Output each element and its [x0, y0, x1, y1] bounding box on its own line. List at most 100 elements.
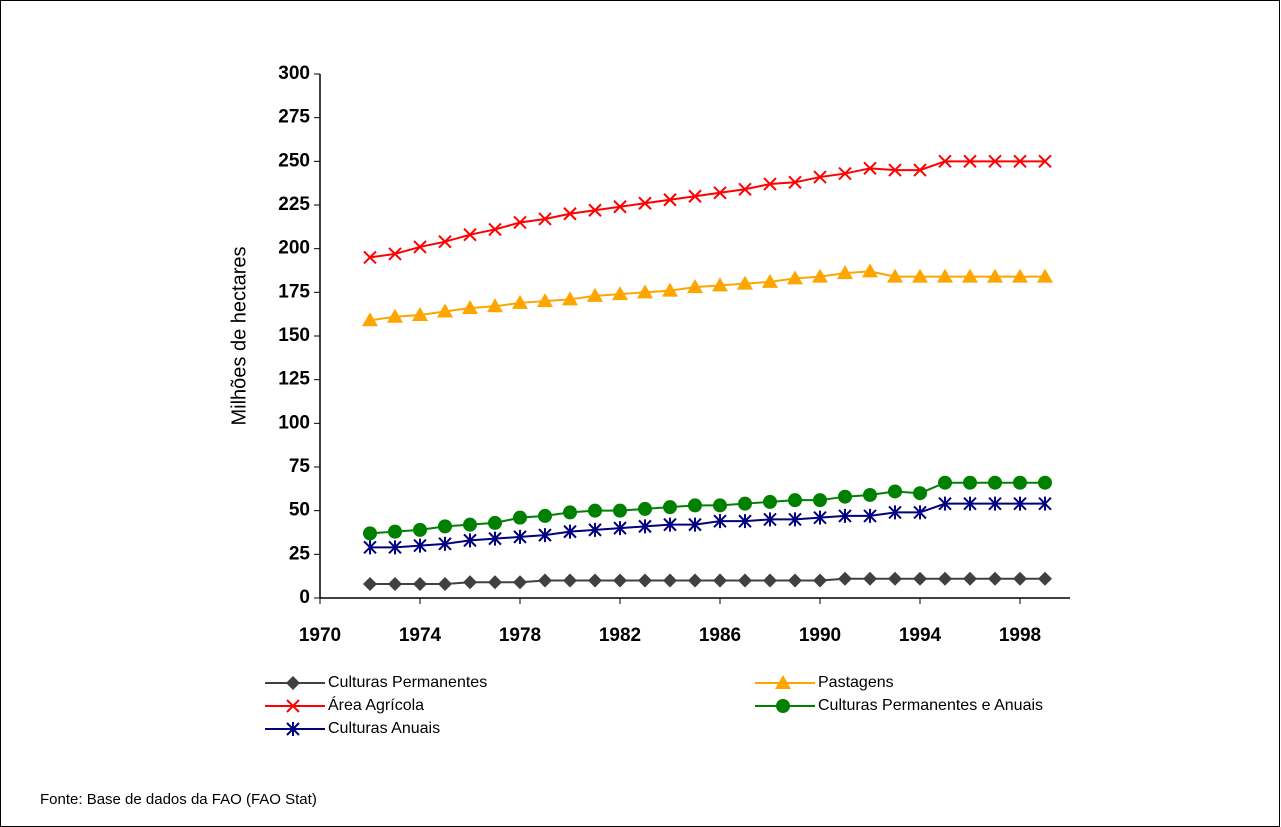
marker — [938, 475, 952, 490]
marker — [963, 571, 977, 586]
x-tick-label: 1982 — [599, 625, 641, 646]
marker — [888, 484, 902, 499]
marker — [1012, 268, 1028, 283]
marker — [363, 540, 377, 555]
marker — [663, 500, 677, 515]
marker — [812, 268, 828, 283]
marker — [613, 503, 627, 518]
marker — [638, 573, 652, 588]
marker — [863, 161, 877, 176]
marker — [962, 268, 978, 283]
legend-label: Área Agrícola — [328, 695, 424, 714]
legend-label: Pastagens — [818, 674, 894, 691]
marker — [888, 163, 902, 177]
marker — [538, 212, 552, 226]
marker — [688, 517, 702, 532]
marker — [663, 517, 677, 532]
marker — [463, 575, 477, 590]
marker — [713, 514, 727, 529]
marker — [563, 524, 577, 539]
marker — [776, 699, 790, 713]
marker — [387, 308, 403, 323]
marker — [1013, 571, 1027, 586]
marker — [938, 496, 952, 511]
marker — [513, 529, 527, 544]
x-tick-label: 1990 — [799, 625, 841, 646]
marker — [488, 515, 502, 530]
marker — [413, 522, 427, 537]
marker — [488, 575, 502, 590]
y-tick-label: 175 — [278, 281, 310, 302]
marker — [1038, 571, 1052, 586]
marker — [488, 531, 502, 546]
marker — [938, 571, 952, 586]
marker — [563, 573, 577, 588]
marker — [587, 287, 603, 302]
marker — [713, 498, 727, 513]
marker — [838, 166, 852, 181]
marker — [463, 533, 477, 548]
x-tick-label: 1998 — [999, 625, 1041, 646]
legend-label: Culturas Permanentes e Anuais — [818, 697, 1043, 714]
marker — [562, 291, 578, 306]
marker — [913, 486, 927, 501]
marker — [1013, 154, 1027, 169]
marker — [363, 577, 377, 592]
marker — [988, 475, 1002, 490]
y-tick-label: 300 — [278, 63, 310, 84]
x-tick-label: 1974 — [399, 625, 442, 646]
marker — [388, 577, 402, 592]
marker — [437, 303, 453, 318]
series-line — [369, 270, 1045, 322]
marker — [463, 227, 477, 242]
marker — [763, 494, 777, 509]
marker — [538, 573, 552, 588]
marker — [863, 487, 877, 502]
y-tick-label: 225 — [278, 194, 310, 215]
marker — [638, 196, 652, 210]
marker — [463, 517, 477, 532]
marker — [763, 512, 777, 527]
marker — [712, 277, 728, 292]
y-tick-label: 0 — [299, 587, 310, 608]
marker — [612, 286, 628, 301]
marker — [913, 505, 927, 520]
marker — [737, 275, 753, 290]
marker — [688, 498, 702, 513]
marker — [863, 508, 877, 523]
marker — [862, 263, 878, 278]
marker — [512, 294, 528, 309]
marker — [813, 510, 827, 525]
y-tick-label: 100 — [278, 412, 310, 433]
marker — [588, 522, 602, 537]
marker — [1038, 475, 1052, 490]
series-line — [370, 502, 1045, 549]
marker — [813, 493, 827, 508]
marker — [788, 493, 802, 508]
marker — [788, 512, 802, 527]
marker — [738, 496, 752, 511]
marker — [813, 170, 827, 184]
marker — [462, 300, 478, 315]
marker — [438, 536, 452, 551]
marker — [588, 503, 602, 518]
marker — [488, 222, 502, 237]
marker — [286, 699, 300, 713]
marker — [537, 293, 553, 308]
marker — [687, 279, 703, 294]
marker — [813, 573, 827, 588]
marker — [413, 577, 427, 592]
marker — [938, 154, 952, 169]
series-line — [370, 577, 1045, 586]
marker — [937, 268, 953, 283]
marker — [563, 505, 577, 520]
marker — [988, 154, 1002, 169]
marker — [963, 496, 977, 511]
marker — [588, 203, 602, 217]
y-tick-label: 275 — [278, 107, 310, 128]
marker — [1038, 496, 1052, 511]
x-tick-label: 1978 — [499, 625, 541, 646]
marker — [613, 521, 627, 536]
marker — [713, 573, 727, 588]
